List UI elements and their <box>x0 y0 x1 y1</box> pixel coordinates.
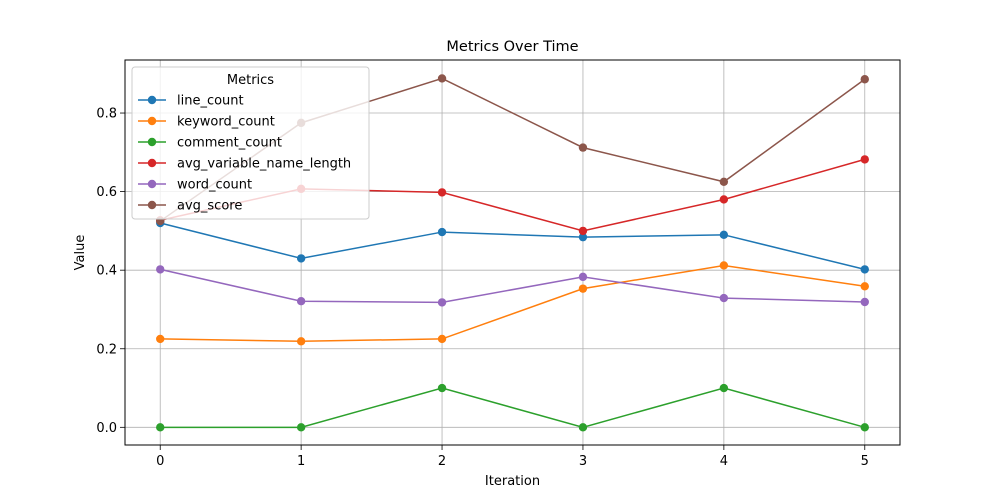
series-lines <box>156 74 869 432</box>
legend: Metrics line_count keyword_count comment_c… <box>131 66 370 220</box>
x-tick-label: 0 <box>156 454 164 469</box>
data-point <box>578 226 588 236</box>
x-tick-label: 3 <box>579 454 587 469</box>
legend-entry: word_count <box>138 178 252 193</box>
legend-swatch-marker <box>147 116 157 126</box>
legend-entry: keyword_count <box>138 115 275 130</box>
data-point <box>860 297 869 307</box>
data-point <box>719 195 729 204</box>
data-point <box>296 337 306 346</box>
legend-swatch-marker <box>147 95 157 105</box>
series-comment-count <box>156 383 869 432</box>
y-tick-label: 0.2 <box>96 342 117 357</box>
data-point <box>296 423 306 432</box>
data-point <box>437 188 447 197</box>
x-axis-label: Iteration <box>485 474 540 489</box>
y-tick-label: 0.0 <box>96 421 117 436</box>
series-line <box>160 387 865 429</box>
legend-swatch-marker <box>147 179 157 189</box>
x-tick-label: 4 <box>720 454 728 469</box>
series-line <box>160 222 865 271</box>
data-point <box>156 423 165 432</box>
y-axis-label: Value <box>73 235 88 271</box>
data-point <box>437 383 447 393</box>
y-axis-ticks: 0.0 0.2 0.4 0.6 0.8 <box>96 107 125 436</box>
series-word-count <box>156 265 869 307</box>
legend-swatch-marker <box>147 137 157 147</box>
chart-title: Metrics Over Time <box>446 39 578 55</box>
data-point <box>860 265 869 274</box>
data-point <box>437 74 447 83</box>
legend-label: word_count <box>177 178 252 193</box>
legend-entry: avg_score <box>138 199 242 214</box>
data-point <box>860 282 869 291</box>
data-point <box>437 227 447 237</box>
data-point <box>719 383 729 393</box>
data-point <box>296 254 306 263</box>
data-point <box>860 75 869 84</box>
legend-label: avg_score <box>177 199 242 214</box>
legend-entry: comment_count <box>138 136 282 151</box>
x-tick-label: 2 <box>438 454 446 469</box>
data-point <box>860 155 869 164</box>
data-point <box>156 265 165 274</box>
y-tick-label: 0.6 <box>96 185 117 200</box>
plot-area-frame <box>124 59 901 446</box>
series-line <box>160 268 865 304</box>
legend-label: keyword_count <box>177 115 275 130</box>
data-point <box>578 272 588 282</box>
data-point <box>578 143 588 152</box>
legend-label: avg_variable_name_length <box>177 157 351 172</box>
series-line <box>160 264 865 343</box>
data-point <box>296 297 306 306</box>
data-point <box>578 284 588 293</box>
series-line-count <box>156 218 869 274</box>
y-tick-label: 0.4 <box>96 264 117 279</box>
data-point <box>719 261 729 270</box>
legend-swatch-marker <box>147 200 157 210</box>
x-tick-label: 5 <box>861 454 869 469</box>
data-point <box>578 423 588 432</box>
legend-swatch-marker <box>147 158 157 168</box>
data-point <box>437 334 447 344</box>
legend-box <box>131 66 370 220</box>
y-tick-label: 0.8 <box>96 107 117 122</box>
data-point <box>860 423 869 432</box>
series-keyword-count <box>156 261 869 346</box>
legend-entry: line_count <box>138 94 244 109</box>
legend-entry: avg_variable_name_length <box>138 157 351 172</box>
legend-label: line_count <box>177 94 244 109</box>
data-point <box>719 230 729 240</box>
x-tick-label: 1 <box>297 454 305 469</box>
data-point <box>437 298 447 307</box>
data-point <box>156 334 165 344</box>
data-point <box>719 177 729 186</box>
legend-title: Metrics <box>227 73 274 88</box>
data-point <box>719 293 729 303</box>
data-point <box>578 232 588 242</box>
x-axis-ticks: 0 1 2 3 4 5 <box>156 445 869 469</box>
legend-label: comment_count <box>177 136 282 151</box>
